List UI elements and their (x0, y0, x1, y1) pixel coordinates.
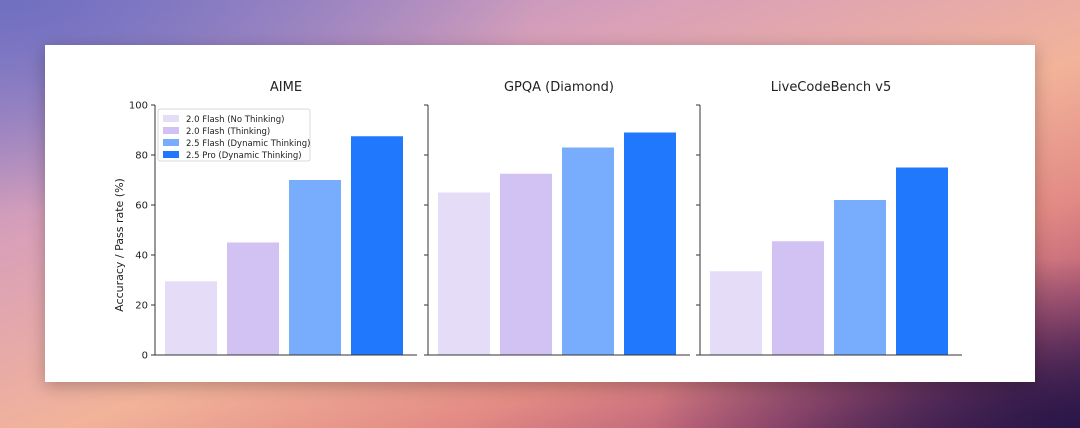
legend-swatch (163, 151, 179, 158)
bar (289, 180, 341, 355)
bar (500, 173, 552, 355)
bar (710, 271, 762, 355)
panel-2: GPQA (Diamond) (424, 80, 690, 356)
bar (165, 281, 217, 355)
bar (562, 147, 614, 355)
bar (438, 192, 490, 355)
legend-label: 2.5 Flash (Dynamic Thinking) (186, 139, 310, 149)
y-axis-label: Accuracy / Pass rate (%) (113, 178, 126, 312)
y-axis-label-group: Accuracy / Pass rate (%) (113, 178, 126, 312)
y-tick-label: 80 (135, 151, 148, 162)
legend-label: 2.0 Flash (Thinking) (186, 127, 270, 137)
benchmark-bar-chart: Accuracy / Pass rate (%) AIME 0 20 40 60 80 10… (113, 80, 962, 362)
legend: 2.0 Flash (No Thinking) 2.0 Flash (Thinki… (157, 108, 311, 162)
panel-3: LiveCodeBench v5 (696, 80, 962, 356)
y-tick-label: 60 (135, 201, 148, 212)
legend-label: 2.5 Pro (Dynamic Thinking) (186, 151, 302, 161)
y-tick-label: 20 (135, 301, 148, 312)
bar (624, 132, 676, 355)
panel-title: AIME (270, 80, 302, 95)
legend-swatch (163, 115, 179, 122)
legend-label: 2.0 Flash (No Thinking) (186, 115, 285, 125)
chart-card: Accuracy / Pass rate (%) AIME 0 20 40 60 80 10… (45, 45, 1035, 382)
y-tick-label: 100 (129, 101, 148, 112)
bar (227, 242, 279, 355)
y-tick-label: 40 (135, 251, 148, 262)
bar (896, 167, 948, 355)
panel-title: LiveCodeBench v5 (771, 80, 891, 95)
chart-panels: AIME 0 20 40 60 80 100 GPQA (Diamond) LiveCodeBe… (129, 80, 962, 362)
panel-title: GPQA (Diamond) (504, 80, 614, 95)
panel-1: AIME 0 20 40 60 80 100 (129, 80, 417, 362)
bar (772, 241, 824, 355)
legend-swatch (163, 139, 179, 146)
legend-box (157, 108, 311, 162)
bar (834, 200, 886, 355)
legend-swatch (163, 127, 179, 134)
y-tick-label: 0 (142, 351, 148, 362)
bar (351, 136, 403, 355)
